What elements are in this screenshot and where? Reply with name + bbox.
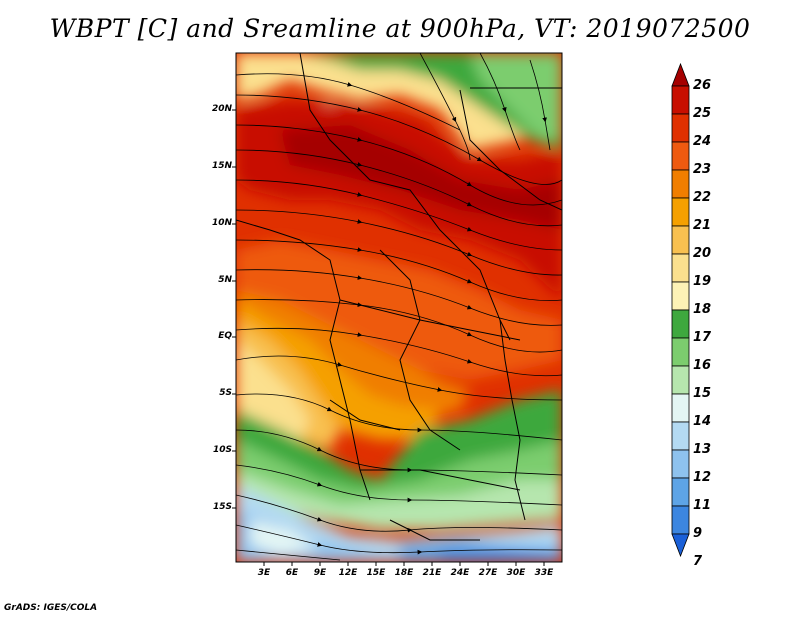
lat-label-20n: 20N [211, 104, 232, 114]
colorbar-segment [671, 169, 690, 199]
lat-label-10s: 10S [212, 445, 232, 455]
lon-ticks [263, 562, 545, 566]
lat-label-10n: 10N [211, 218, 232, 228]
country-borders [236, 53, 562, 541]
lon-label-18e: 18E [394, 568, 414, 578]
lat-label-15s: 15S [212, 502, 232, 512]
colorbar-segment [671, 421, 690, 451]
map-frame [235, 52, 563, 563]
lat-ticks [232, 109, 236, 509]
colorbar-label: 22 [693, 190, 712, 205]
colorbar-segment [671, 281, 690, 311]
colorbar-segment [671, 477, 690, 507]
colorbar-segment [671, 113, 690, 143]
lat-label-15n: 15N [211, 161, 232, 171]
colorbar-label: 13 [693, 442, 712, 457]
colorbar-arrow-bottom [671, 533, 690, 558]
colorbar-segment [671, 141, 690, 171]
colorbar [671, 62, 690, 558]
lat-label-5n: 5N [218, 275, 232, 285]
colorbar-label: 23 [693, 162, 712, 177]
lon-label-9e: 9E [313, 568, 327, 578]
lat-label-5s: 5S [219, 388, 232, 398]
colorbar-label: 25 [693, 106, 712, 121]
colorbar-segment [671, 449, 690, 479]
lon-label-21e: 21E [422, 568, 442, 578]
colorbar-label: 11 [693, 498, 712, 513]
colorbar-segment [671, 505, 690, 535]
lon-label-27e: 27E [478, 568, 498, 578]
colorbar-label: 18 [693, 302, 712, 317]
lon-label-33e: 33E [534, 568, 554, 578]
colorbar-label: 12 [693, 470, 712, 485]
colorbar-label: 21 [693, 218, 712, 233]
colorbar-label: 19 [693, 274, 712, 289]
streamlines [236, 53, 562, 561]
colorbar-label: 26 [693, 78, 712, 93]
colorbar-segment [671, 225, 690, 255]
footer-credit: GrADS: IGES/COLA [4, 603, 98, 613]
map-title: WBPT [C] and Sreamline at 900hPa, VT: 20… [49, 14, 751, 43]
colorbar-label: 17 [693, 330, 712, 345]
lon-label-12e: 12E [338, 568, 358, 578]
colorbar-segment [671, 197, 690, 227]
colorbar-segment [671, 309, 690, 339]
lon-label-15e: 15E [366, 568, 386, 578]
colorbar-label: 16 [693, 358, 712, 373]
colorbar-segment [671, 253, 690, 283]
wbpt-shaded-field [236, 53, 562, 562]
lon-label-30e: 30E [506, 568, 526, 578]
colorbar-segment [671, 393, 690, 423]
colorbar-label: 7 [693, 554, 703, 569]
colorbar-segment [671, 337, 690, 367]
colorbar-arrow-top [671, 62, 690, 87]
colorbar-label: 20 [693, 246, 712, 261]
colorbar-segment [671, 85, 690, 115]
lat-label-eq: EQ [218, 331, 232, 341]
colorbar-label: 15 [693, 386, 712, 401]
colorbar-label: 9 [693, 526, 703, 541]
lon-label-24e: 24E [450, 568, 470, 578]
lon-label-6e: 6E [285, 568, 299, 578]
colorbar-label: 14 [693, 414, 712, 429]
colorbar-label: 24 [693, 134, 712, 149]
lon-label-3e: 3E [257, 568, 271, 578]
colorbar-segment [671, 365, 690, 395]
